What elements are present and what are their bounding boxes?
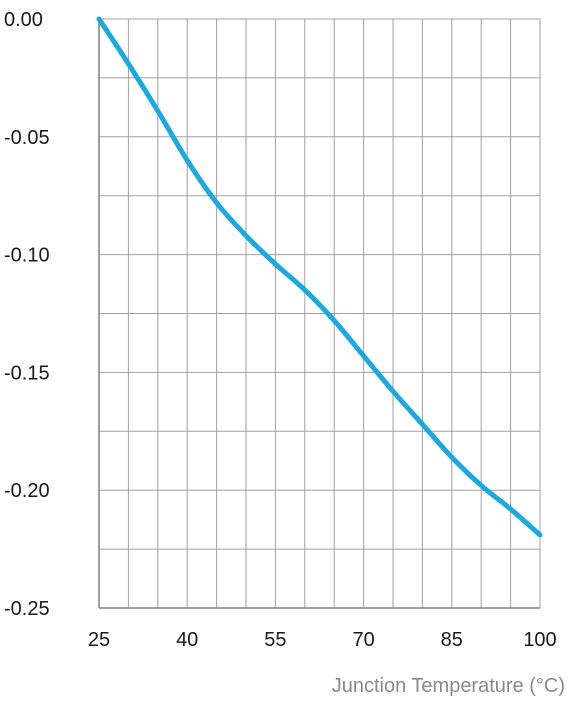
axes	[98, 19, 540, 609]
x-axis-label: Junction Temperature (°C)	[332, 675, 565, 697]
series-layer	[96, 16, 543, 538]
x-tick-label: 25	[88, 629, 110, 651]
x-tick-label: 40	[176, 629, 198, 651]
x-tick-label: 85	[441, 629, 463, 651]
y-tick-label: -0.25	[4, 598, 50, 620]
x-tick-labels: 25 40 55 70 85 100	[88, 629, 557, 651]
y-tick-label: -0.20	[4, 480, 50, 502]
x-tick-label: 55	[264, 629, 286, 651]
x-tick-label: 70	[352, 629, 374, 651]
x-tick-label: 100	[523, 629, 556, 651]
y-tick-label: -0.10	[4, 245, 50, 267]
y-tick-label: 0.00	[4, 9, 43, 31]
series-line	[96, 16, 543, 538]
y-tick-label: -0.05	[4, 127, 50, 149]
grid	[98, 18, 541, 609]
y-tick-label: -0.15	[4, 362, 50, 384]
y-tick-labels: 0.00 -0.05 -0.10 -0.15 -0.20 -0.25	[4, 9, 50, 620]
